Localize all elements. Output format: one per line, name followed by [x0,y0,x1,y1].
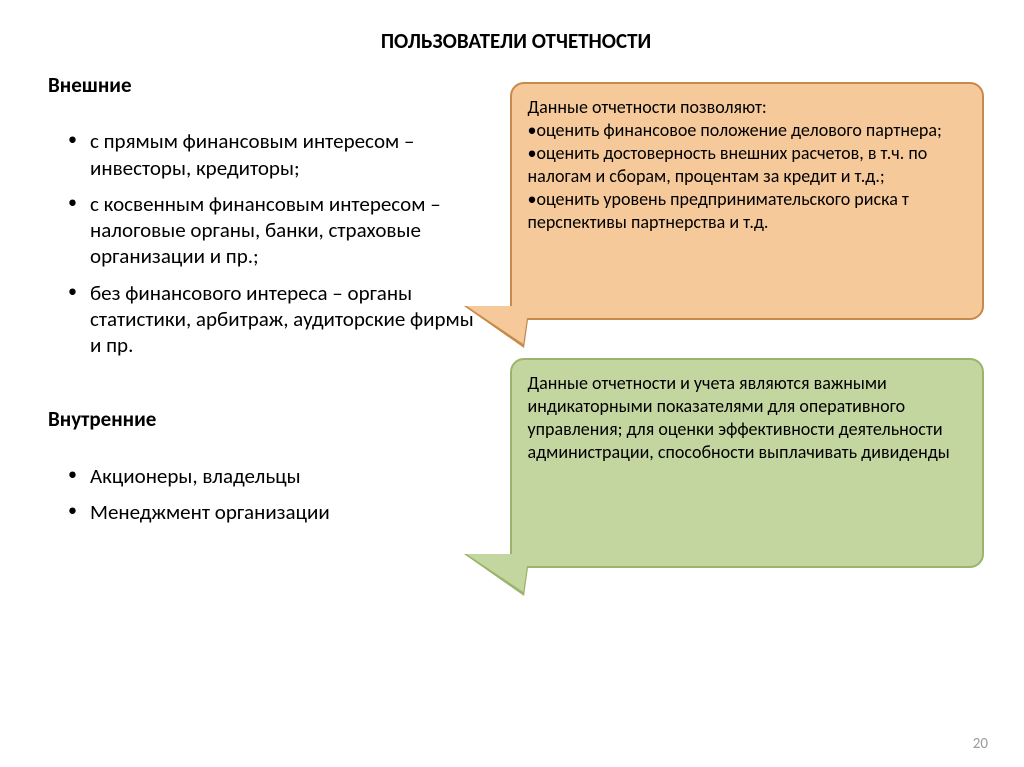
callout-item: оценить уровень предпринимательского рис… [528,188,966,234]
internal-list: Акционеры, владельцы Менеджмент организа… [48,463,488,526]
page-number: 20 [973,735,988,753]
callout-item: оценить достоверность внешних расчетов, … [528,142,966,188]
external-list: с прямым финансовым интересом – инвестор… [48,128,488,358]
section-internal-head: Внутренние [48,406,488,432]
callout-orange-list: оценить финансовое положение делового па… [528,119,966,234]
list-item: Менеджмент организации [68,499,488,525]
section-external-head: Внешние [48,72,488,98]
callout-orange-intro: Данные отчетности позволяют: [528,96,966,119]
content-columns: Внешние с прямым финансовым интересом – … [48,72,984,573]
callout-tail-mask [512,546,552,566]
callout-orange: Данные отчетности позволяют: оценить фин… [510,82,984,320]
list-item: без финансового интереса – органы статис… [68,280,488,359]
right-column: Данные отчетности позволяют: оценить фин… [510,72,984,573]
callout-green: Данные отчетности и учета являются важны… [510,358,984,568]
callout-tail-mask [512,298,552,318]
slide-title: ПОЛЬЗОВАТЕЛИ ОТЧЕТНОСТИ [48,28,984,54]
list-item: с прямым финансовым интересом – инвестор… [68,128,488,181]
list-item: с косвенным финансовым интересом – налог… [68,191,488,270]
list-item: Акционеры, владельцы [68,463,488,489]
callout-green-text: Данные отчетности и учета являются важны… [528,372,966,464]
left-column: Внешние с прямым финансовым интересом – … [48,72,488,573]
callout-item: оценить финансовое положение делового па… [528,119,966,142]
